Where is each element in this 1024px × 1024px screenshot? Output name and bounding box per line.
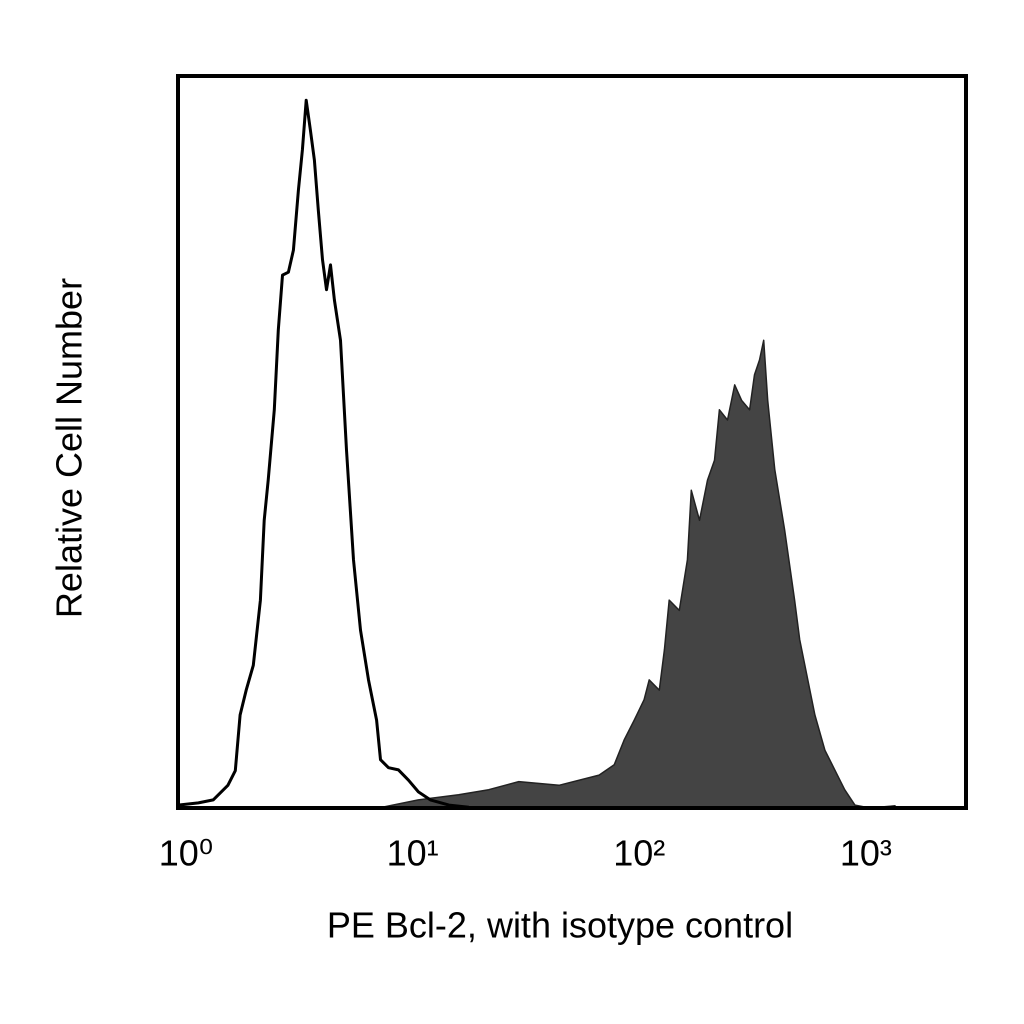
histogram-line	[177, 98, 469, 809]
y-axis-label: Relative Cell Number	[49, 278, 90, 618]
x-tick-label: 10²	[613, 833, 665, 874]
x-tick-label: 10³	[840, 833, 892, 874]
plot-frame	[176, 74, 968, 810]
x-tick-label: 10⁰	[159, 833, 213, 874]
histogram-area	[377, 339, 896, 809]
x-tick-label: 10¹	[387, 833, 439, 874]
x-axis-label: PE Bcl-2, with isotype control	[327, 905, 793, 946]
